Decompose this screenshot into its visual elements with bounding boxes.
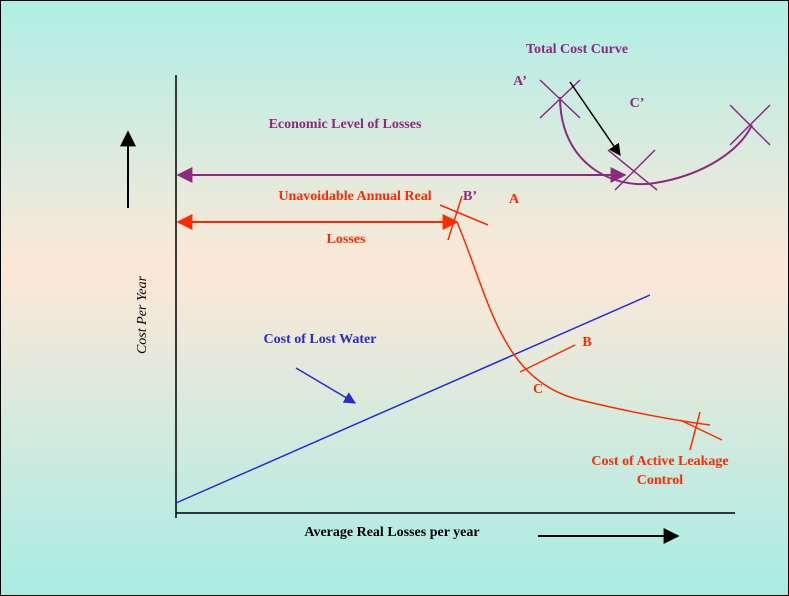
label: Total Cost Curve [526, 42, 628, 57]
cross [729, 104, 771, 146]
black-arrow [569, 81, 621, 156]
label: Control [637, 473, 684, 488]
label: Losses [327, 232, 366, 247]
y-axis-label: Cost Per Year [135, 275, 150, 354]
label: C [533, 382, 543, 397]
cross [607, 149, 658, 191]
shapes [120, 75, 771, 544]
label: B’ [463, 189, 477, 204]
label: Economic Level of Losses [269, 117, 422, 132]
leakage-curve [456, 221, 711, 426]
label: Cost of Lost Water [264, 332, 377, 347]
label: Cost of Active Leakage [591, 454, 728, 469]
lost-water-line [175, 294, 651, 504]
cross [519, 344, 576, 373]
label: C’ [630, 96, 645, 111]
label: A [509, 192, 520, 207]
label: A’ [513, 74, 527, 89]
cross [679, 411, 723, 451]
label: B [582, 335, 591, 350]
lost-water-arrow [295, 367, 357, 404]
cross [439, 195, 489, 241]
x-axis-label: Average Real Losses per year [304, 525, 479, 540]
label: Unavoidable Annual Real [278, 189, 431, 204]
total-cost-curve [559, 96, 753, 186]
